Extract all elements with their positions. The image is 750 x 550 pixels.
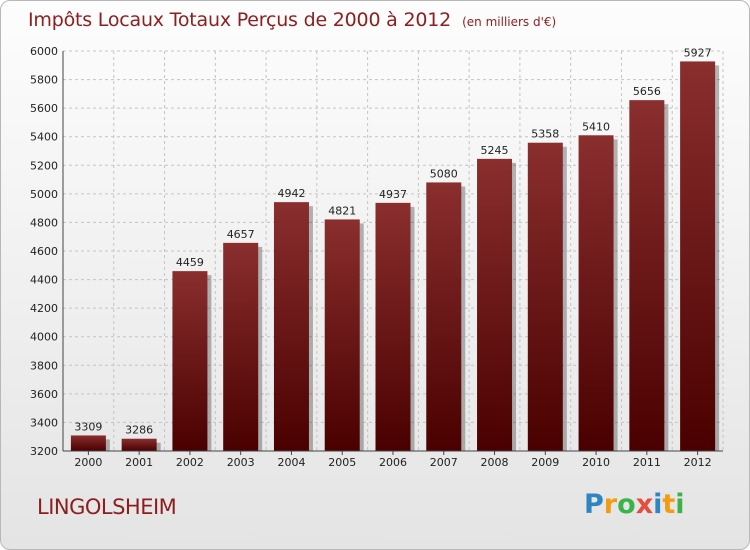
x-tick-label: 2009 — [531, 456, 559, 469]
bar — [629, 100, 665, 452]
data-label: 4657 — [227, 228, 255, 241]
data-label: 4942 — [277, 187, 305, 200]
bar — [477, 158, 513, 451]
city-name: LINGOLSHEIM — [37, 495, 177, 519]
x-tick-label: 2012 — [684, 456, 712, 469]
y-tick-label: 6000 — [30, 45, 58, 58]
bar-layer — [70, 61, 716, 452]
label-layer: 3309 3286 4459 4657 4942 4821 4937 5080 5245 5358… — [74, 46, 711, 436]
x-tick-label: 2003 — [227, 456, 255, 469]
x-tick-label: 2001 — [125, 456, 153, 469]
y-tick-label: 5600 — [30, 102, 58, 115]
logo-letter: i — [653, 489, 663, 520]
logo-letter: x — [635, 489, 654, 520]
y-tick-label: 3200 — [30, 445, 58, 458]
logo-letter: i — [675, 489, 685, 520]
data-label: 4459 — [176, 256, 204, 269]
logo-letter: t — [662, 489, 676, 520]
x-tick-label: 2011 — [633, 456, 661, 469]
bar — [223, 242, 259, 451]
title-block: Impôts Locaux Totaux Perçus de 2000 à 20… — [28, 9, 556, 31]
x-tick-label: 2010 — [582, 456, 610, 469]
bar — [680, 61, 716, 452]
data-label: 5927 — [684, 46, 712, 59]
x-tick-label: 2005 — [328, 456, 356, 469]
y-tick-label: 5200 — [30, 159, 58, 172]
y-tick-label: 5400 — [30, 131, 58, 144]
x-tick-label: 2004 — [277, 456, 305, 469]
bar — [527, 142, 563, 451]
bar — [426, 182, 462, 451]
y-tick-label: 3400 — [30, 416, 58, 429]
y-tick-label: 4400 — [30, 274, 58, 287]
y-tick-label: 4000 — [30, 331, 58, 344]
bar — [375, 202, 411, 451]
data-label: 3309 — [74, 420, 102, 433]
proxiti-logo[interactable]: Proxiti — [584, 489, 685, 520]
bar — [70, 435, 106, 451]
data-label: 5245 — [481, 144, 509, 157]
data-label: 5656 — [633, 85, 661, 98]
y-tick-label: 5000 — [30, 188, 58, 201]
data-label: 4821 — [328, 204, 356, 217]
logo-letter: P — [584, 489, 604, 520]
logo-letter: r — [603, 489, 618, 520]
x-tick-label: 2002 — [176, 456, 204, 469]
chart-unit: (en milliers d'€) — [462, 15, 557, 29]
bar — [172, 271, 208, 451]
y-tick-label: 3600 — [30, 388, 58, 401]
bar — [324, 219, 360, 451]
data-label: 5080 — [430, 167, 458, 180]
x-tick-label: 2007 — [430, 456, 458, 469]
data-label: 3286 — [125, 424, 153, 437]
x-tick-label: 2006 — [379, 456, 407, 469]
x-tick-label: 2000 — [74, 456, 102, 469]
data-label: 4937 — [379, 188, 407, 201]
bar — [121, 438, 157, 451]
data-label: 5410 — [582, 120, 610, 133]
y-tick-label: 4600 — [30, 245, 58, 258]
y-tick-label: 5800 — [30, 74, 58, 87]
x-tick-label: 2008 — [481, 456, 509, 469]
bar — [578, 135, 614, 452]
logo-letter: o — [617, 489, 636, 520]
y-tick-label: 4800 — [30, 216, 58, 229]
y-tick-label: 3800 — [30, 359, 58, 372]
chart-title: Impôts Locaux Totaux Perçus de 2000 à 20… — [28, 9, 452, 31]
y-tick-label: 4200 — [30, 302, 58, 315]
bar — [273, 202, 309, 451]
data-label: 5358 — [531, 128, 559, 141]
axis-layer: 3200 3400 3600 3800 4000 4200 4400 4600 4800 5000… — [30, 45, 723, 469]
